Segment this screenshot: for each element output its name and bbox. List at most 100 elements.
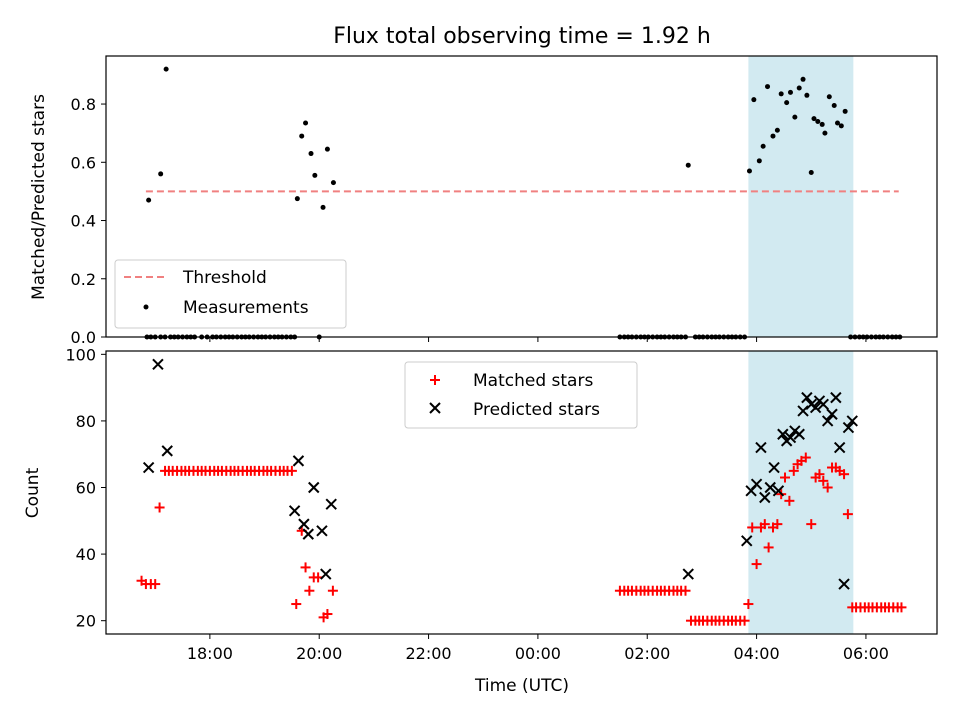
measurement-point [822, 130, 828, 136]
predicted-star-point [308, 481, 320, 494]
measurement-point [746, 168, 752, 174]
matched-star-point [751, 559, 762, 570]
measurement-point [804, 92, 810, 98]
predicted-star-point [682, 568, 694, 580]
bottom-panel: 20 40 60 80 100 18:00 20:00 22:00 00:00 02:00 04:… [23, 345, 938, 696]
bottom-legend-box [404, 361, 638, 429]
predicted-star-point [830, 391, 842, 404]
measurement-point [146, 197, 152, 203]
predicted-star-point [793, 428, 805, 440]
top-y-axis-label: Matched/Predicted stars [29, 94, 49, 300]
predicted-star-point [838, 578, 850, 590]
measurement-point [312, 172, 318, 178]
bottom-x-tick-label: 20:00 [296, 644, 342, 663]
predicted-star-point [741, 535, 753, 547]
matched-star-point [286, 465, 297, 476]
measurements-legend-marker [143, 304, 149, 310]
measurement-point [751, 97, 757, 103]
predicted-star-point [817, 398, 829, 410]
measurement-point [308, 151, 314, 157]
top-panel: Flux total observing time = 1.92 h 0.00.… [29, 24, 938, 347]
predicted-star-point [777, 428, 789, 440]
measurement-point [784, 100, 790, 106]
bottom-x-tick-label: 18:00 [187, 644, 233, 663]
top-y-tick-label: 0.0 [71, 328, 96, 347]
predicted-star-point [152, 358, 164, 371]
bottom-legend: Matched stars Predicted stars [404, 361, 638, 429]
measurement-point [819, 121, 825, 127]
measurement-point [792, 114, 798, 120]
top-y-tick-label: 0.4 [71, 212, 96, 231]
matched-star-point [896, 602, 907, 613]
bottom-y-axis-label: Count [23, 467, 43, 518]
measurement-point [815, 119, 821, 125]
top-legend-box [114, 259, 347, 329]
top-y-tick-label: 0.6 [71, 153, 96, 172]
measurement-point [834, 120, 840, 126]
predicted-star-point [801, 391, 813, 404]
bottom-y-tick-label: 100 [65, 345, 96, 364]
matched-star-point [304, 585, 315, 596]
matched-stars-legend-label: Matched stars [473, 371, 593, 391]
top-y-axis-ticks: 0.0 0.2 0.4 0.6 0.8 [71, 95, 106, 347]
measurement-point [770, 133, 776, 139]
top-title: Flux total observing time = 1.92 h [333, 24, 711, 49]
bottom-x-axis-ticks: 18:00 20:00 22:00 00:00 02:00 04:00 06:00 [187, 634, 889, 663]
bottom-y-tick-label: 80 [76, 412, 96, 431]
measurements-legend-label: Measurements [183, 298, 309, 318]
predicted-star-point [325, 498, 337, 510]
measurement-point [760, 143, 766, 149]
measurement-point [811, 116, 817, 122]
predicted-star-point [302, 528, 314, 540]
top-x-axis-ticks [209, 337, 867, 342]
predicted-star-point [784, 431, 797, 444]
matched-star-point [806, 519, 817, 530]
top-plot-frame [105, 55, 938, 338]
predicted-star-point [298, 518, 310, 530]
measurement-point [796, 85, 802, 91]
measurement-point [808, 169, 814, 175]
threshold-legend-label: Threshold [182, 268, 267, 288]
matched-star-point [800, 452, 811, 463]
measurement-point [826, 94, 832, 100]
matched-star-point [680, 585, 691, 596]
matched-star-point [747, 522, 758, 533]
top-legend: Threshold Measurements [114, 259, 347, 329]
predicted-star-point [320, 568, 332, 580]
predicted-star-point [161, 445, 173, 457]
bottom-plot-frame [105, 350, 938, 635]
top-y-tick-label: 0.2 [71, 270, 96, 289]
matched-star-point [780, 472, 791, 483]
bottom-y-axis-ticks: 20 40 60 80 100 [65, 345, 106, 631]
predicted-star-point [772, 485, 785, 497]
bottom-x-tick-label: 22:00 [406, 644, 452, 663]
measurement-point [787, 89, 793, 95]
measurement-point [158, 171, 164, 177]
predicted-star-point [316, 525, 328, 537]
measurement-point [842, 108, 848, 114]
matched-star-point [291, 599, 302, 610]
bottom-x-tick-label: 02:00 [624, 644, 670, 663]
measurement-point [303, 120, 309, 126]
measurement-point [299, 133, 305, 139]
predicted-stars-legend-label: Predicted stars [473, 400, 600, 420]
matched-star-point [300, 562, 311, 573]
bottom-x-tick-label: 06:00 [843, 644, 889, 663]
measurement-point [765, 84, 771, 90]
predicted-star-point [809, 401, 822, 414]
matched-star-point [759, 519, 770, 530]
bottom-x-tick-label: 00:00 [515, 644, 561, 663]
bottom-y-tick-label: 40 [76, 545, 96, 564]
matched-star-point [327, 585, 338, 596]
matched-star-point [763, 542, 774, 553]
matched-star-point [784, 495, 795, 506]
measurement-point [163, 66, 169, 72]
matched-stars-points [136, 452, 907, 626]
predicted-star-point [842, 421, 855, 434]
bottom-y-tick-label: 20 [76, 612, 96, 631]
bottom-y-tick-label: 60 [76, 479, 96, 498]
matched-star-point [814, 469, 825, 480]
top-y-tick-label: 0.8 [71, 95, 96, 114]
measurement-point [800, 76, 806, 82]
